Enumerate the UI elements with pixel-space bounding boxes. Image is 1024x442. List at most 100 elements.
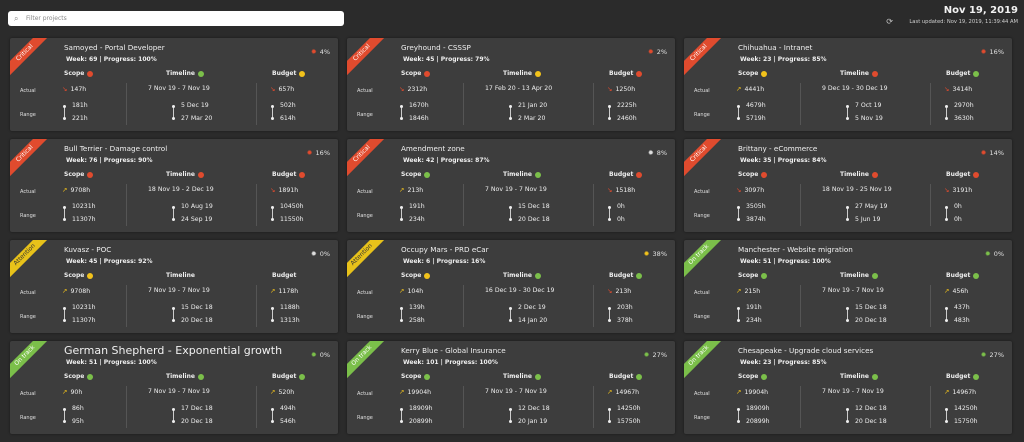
scope-range-dot [63,117,66,120]
scope-actual-value: 19904h [744,389,769,396]
project-card[interactable]: Critical Greyhound - CSSSP Week: 45 | Prog… [347,38,675,131]
bug-rate: ✹ 0% [311,351,330,359]
budget-header: Budget [272,70,306,77]
budget-range-line [272,409,273,421]
project-card[interactable]: On track German Shepherd - Exponential gr… [10,341,338,434]
project-card[interactable]: Critical Chihuahua - Intranet Week: 23 | P… [684,38,1012,131]
project-card[interactable]: Critical Brittany - eCommerce Week: 35 | P… [684,139,1012,232]
budget-actual: ↘ 1518h [607,186,635,194]
actual-label: Actual [694,290,710,296]
scope-status-dot [87,70,94,77]
timeline-range-dot [846,206,849,209]
bug-icon: ✹ [984,250,991,258]
budget-range-dot [271,105,274,108]
timeline-label: Timeline [840,70,869,77]
scope-range-min: 191h [409,203,425,210]
project-card[interactable]: Critical Amendment zone Week: 42 | Progres… [347,139,675,232]
trend-up-icon: ↗ [944,287,950,295]
range-label: Range [20,314,36,320]
project-card[interactable]: Critical Samoyed - Portal Developer Week: … [10,38,338,131]
budget-actual-value: 1178h [278,288,299,295]
budget-range-line [946,409,947,421]
scope-label: Scope [738,272,759,279]
project-title[interactable]: Bull Terrier - Damage control [64,144,168,153]
bug-icon: ✹ [647,149,654,157]
timeline-range-dot [509,117,512,120]
project-card[interactable]: Attention Kuvasz - POC Week: 45 | Progress… [10,240,338,333]
project-title[interactable]: Greyhound - CSSSP [401,43,471,52]
timeline-range-max: 27 Mar 20 [181,115,213,122]
timeline-range-dot [509,408,512,411]
project-title[interactable]: Brittany - eCommerce [738,144,818,153]
timeline-range-line [173,308,174,320]
budget-range-line [609,106,610,118]
status-ribbon: Critical [684,139,725,180]
project-week-progress: Week: 45 | Progress: 79% [403,56,490,63]
budget-header: Budget [609,373,643,380]
budget-status-dot [973,373,980,380]
bug-rate: ✹ 14% [981,149,1004,157]
timeline-status-dot [197,70,204,77]
bug-rate: ✹ 27% [981,351,1004,359]
budget-range-min: 2970h [954,102,974,109]
project-title[interactable]: Kerry Blue - Global Insurance [401,346,506,355]
column-divider [126,386,127,428]
budget-range-min: 203h [617,304,633,311]
budget-label: Budget [609,373,634,380]
trend-up-icon: ↗ [944,388,950,396]
budget-actual-value: 520h [278,389,295,396]
project-title[interactable]: Kuvasz - POC [64,245,112,254]
bug-icon: ✹ [980,351,987,359]
status-ribbon: Attention [347,240,388,281]
project-title[interactable]: Chesapeake - Upgrade cloud services [738,346,874,355]
budget-actual-value: 14967h [615,389,640,396]
project-card[interactable]: Critical Bull Terrier - Damage control Wee… [10,139,338,232]
timeline-range-min: 21 Jan 20 [518,102,548,109]
column-divider [930,386,931,428]
column-divider [463,184,464,226]
search-box[interactable]: ⌕ [8,11,344,26]
refresh-icon[interactable]: ⟳ [886,17,893,26]
budget-label: Budget [272,171,297,178]
project-title[interactable]: Occupy Mars - PRD eCar [401,245,489,254]
project-card[interactable]: On track Kerry Blue - Global Insurance Wee… [347,341,675,434]
top-bar: ⌕ Nov 19, 2019 ⟳ Last updated: Nov 19, 2… [0,0,1024,36]
scope-actual: ↗ 104h [399,287,423,295]
scope-actual-value: 19904h [407,389,432,396]
timeline-range-min: 12 Dec 18 [518,405,550,412]
project-title[interactable]: Chihuahua - Intranet [738,43,813,52]
range-label: Range [694,213,710,219]
timeline-range-line [173,409,174,421]
timeline-actual: 7 Nov 19 - 7 Nov 19 [822,287,884,294]
scope-header: Scope [738,272,768,279]
budget-status-dot [636,272,643,279]
scope-range-line [401,308,402,320]
search-input[interactable] [23,15,326,22]
project-card[interactable]: Attention Occupy Mars - PRD eCar Week: 6 |… [347,240,675,333]
timeline-header: Timeline [166,171,204,178]
budget-actual-value: 1250h [615,86,636,93]
project-title[interactable]: Amendment zone [401,144,465,153]
scope-range-line [64,106,65,118]
range-label: Range [357,415,373,421]
project-title[interactable]: Manchester - Website migration [738,245,853,254]
scope-range-max: 20899h [409,418,433,425]
scope-label: Scope [738,70,759,77]
project-card[interactable]: On track Manchester - Website migration We… [684,240,1012,333]
budget-range-dot [271,117,274,120]
timeline-range-max: 5 Jun 19 [855,216,881,223]
budget-header: Budget [946,171,980,178]
budget-range-dot [608,408,611,411]
range-label: Range [357,213,373,219]
project-title[interactable]: German Shepherd - Exponential growth [64,344,283,357]
trend-up-icon: ↗ [62,287,68,295]
trend-up-icon: ↗ [270,287,276,295]
scope-range-dot [400,307,403,310]
budget-status-dot [636,70,643,77]
budget-range-dot [945,319,948,322]
project-title[interactable]: Samoyed - Portal Developer [64,43,165,52]
budget-status-dot [299,70,306,77]
timeline-actual-value: 7 Nov 19 - 7 Nov 19 [148,388,210,395]
budget-range-max: 378h [617,317,633,324]
project-card[interactable]: On track Chesapeake - Upgrade cloud servi… [684,341,1012,434]
